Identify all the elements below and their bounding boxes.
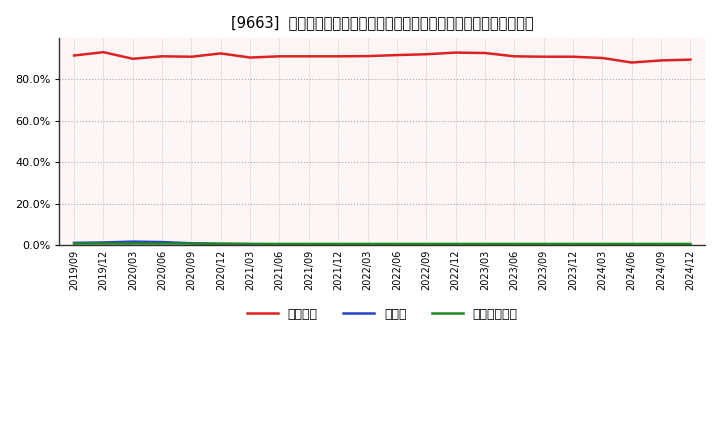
- 繰延税金資産: [392, 241, 401, 246]
- 繰延税金資産: [305, 241, 313, 246]
- 自己資本: [627, 60, 636, 65]
- のれん: [275, 242, 284, 247]
- のれん: [158, 239, 166, 245]
- 自己資本: [539, 54, 548, 59]
- Title: [9663]  自己資本、のれん、繰延税金資産の総資産に対する比率の推移: [9663] 自己資本、のれん、繰延税金資産の総資産に対する比率の推移: [231, 15, 534, 30]
- Line: のれん: のれん: [74, 242, 690, 245]
- のれん: [686, 242, 695, 247]
- のれん: [627, 242, 636, 247]
- のれん: [510, 242, 518, 247]
- 自己資本: [657, 58, 665, 63]
- のれん: [422, 242, 431, 247]
- のれん: [187, 241, 196, 246]
- 自己資本: [217, 51, 225, 56]
- 自己資本: [99, 50, 108, 55]
- のれん: [392, 242, 401, 247]
- 自己資本: [480, 50, 489, 55]
- 自己資本: [363, 54, 372, 59]
- のれん: [217, 241, 225, 246]
- 繰延税金資産: [422, 241, 431, 246]
- のれん: [363, 242, 372, 247]
- 繰延税金資産: [246, 241, 254, 246]
- 繰延税金資産: [539, 241, 548, 246]
- 繰延税金資産: [334, 241, 343, 246]
- 繰延税金資産: [451, 241, 460, 246]
- 繰延税金資産: [627, 241, 636, 246]
- 自己資本: [598, 55, 607, 61]
- のれん: [70, 240, 78, 246]
- のれん: [539, 242, 548, 247]
- 自己資本: [70, 53, 78, 58]
- 繰延税金資産: [686, 241, 695, 246]
- 自己資本: [275, 54, 284, 59]
- のれん: [451, 242, 460, 247]
- のれん: [305, 242, 313, 247]
- Line: 自己資本: 自己資本: [74, 52, 690, 62]
- 繰延税金資産: [158, 241, 166, 246]
- のれん: [334, 242, 343, 247]
- Legend: 自己資本, のれん, 繰延税金資産: 自己資本, のれん, 繰延税金資産: [242, 303, 523, 326]
- 繰延税金資産: [128, 241, 137, 246]
- のれん: [657, 242, 665, 247]
- 自己資本: [246, 55, 254, 60]
- 繰延税金資産: [275, 241, 284, 246]
- 繰延税金資産: [598, 241, 607, 246]
- 繰延税金資産: [510, 241, 518, 246]
- 繰延税金資産: [363, 241, 372, 246]
- 繰延税金資産: [70, 241, 78, 246]
- 自己資本: [158, 54, 166, 59]
- 繰延税金資産: [480, 241, 489, 246]
- 繰延税金資産: [187, 241, 196, 246]
- 自己資本: [569, 54, 577, 59]
- 繰延税金資産: [569, 241, 577, 246]
- のれん: [569, 242, 577, 247]
- 自己資本: [128, 56, 137, 62]
- のれん: [99, 240, 108, 245]
- 自己資本: [422, 51, 431, 57]
- 自己資本: [187, 54, 196, 59]
- 自己資本: [686, 57, 695, 62]
- 自己資本: [392, 52, 401, 58]
- 自己資本: [305, 54, 313, 59]
- のれん: [480, 242, 489, 247]
- のれん: [598, 242, 607, 247]
- 繰延税金資産: [217, 241, 225, 246]
- 繰延税金資産: [657, 241, 665, 246]
- 自己資本: [451, 50, 460, 55]
- 自己資本: [334, 54, 343, 59]
- のれん: [246, 242, 254, 247]
- 繰延税金資産: [99, 241, 108, 246]
- のれん: [128, 239, 137, 244]
- 自己資本: [510, 54, 518, 59]
